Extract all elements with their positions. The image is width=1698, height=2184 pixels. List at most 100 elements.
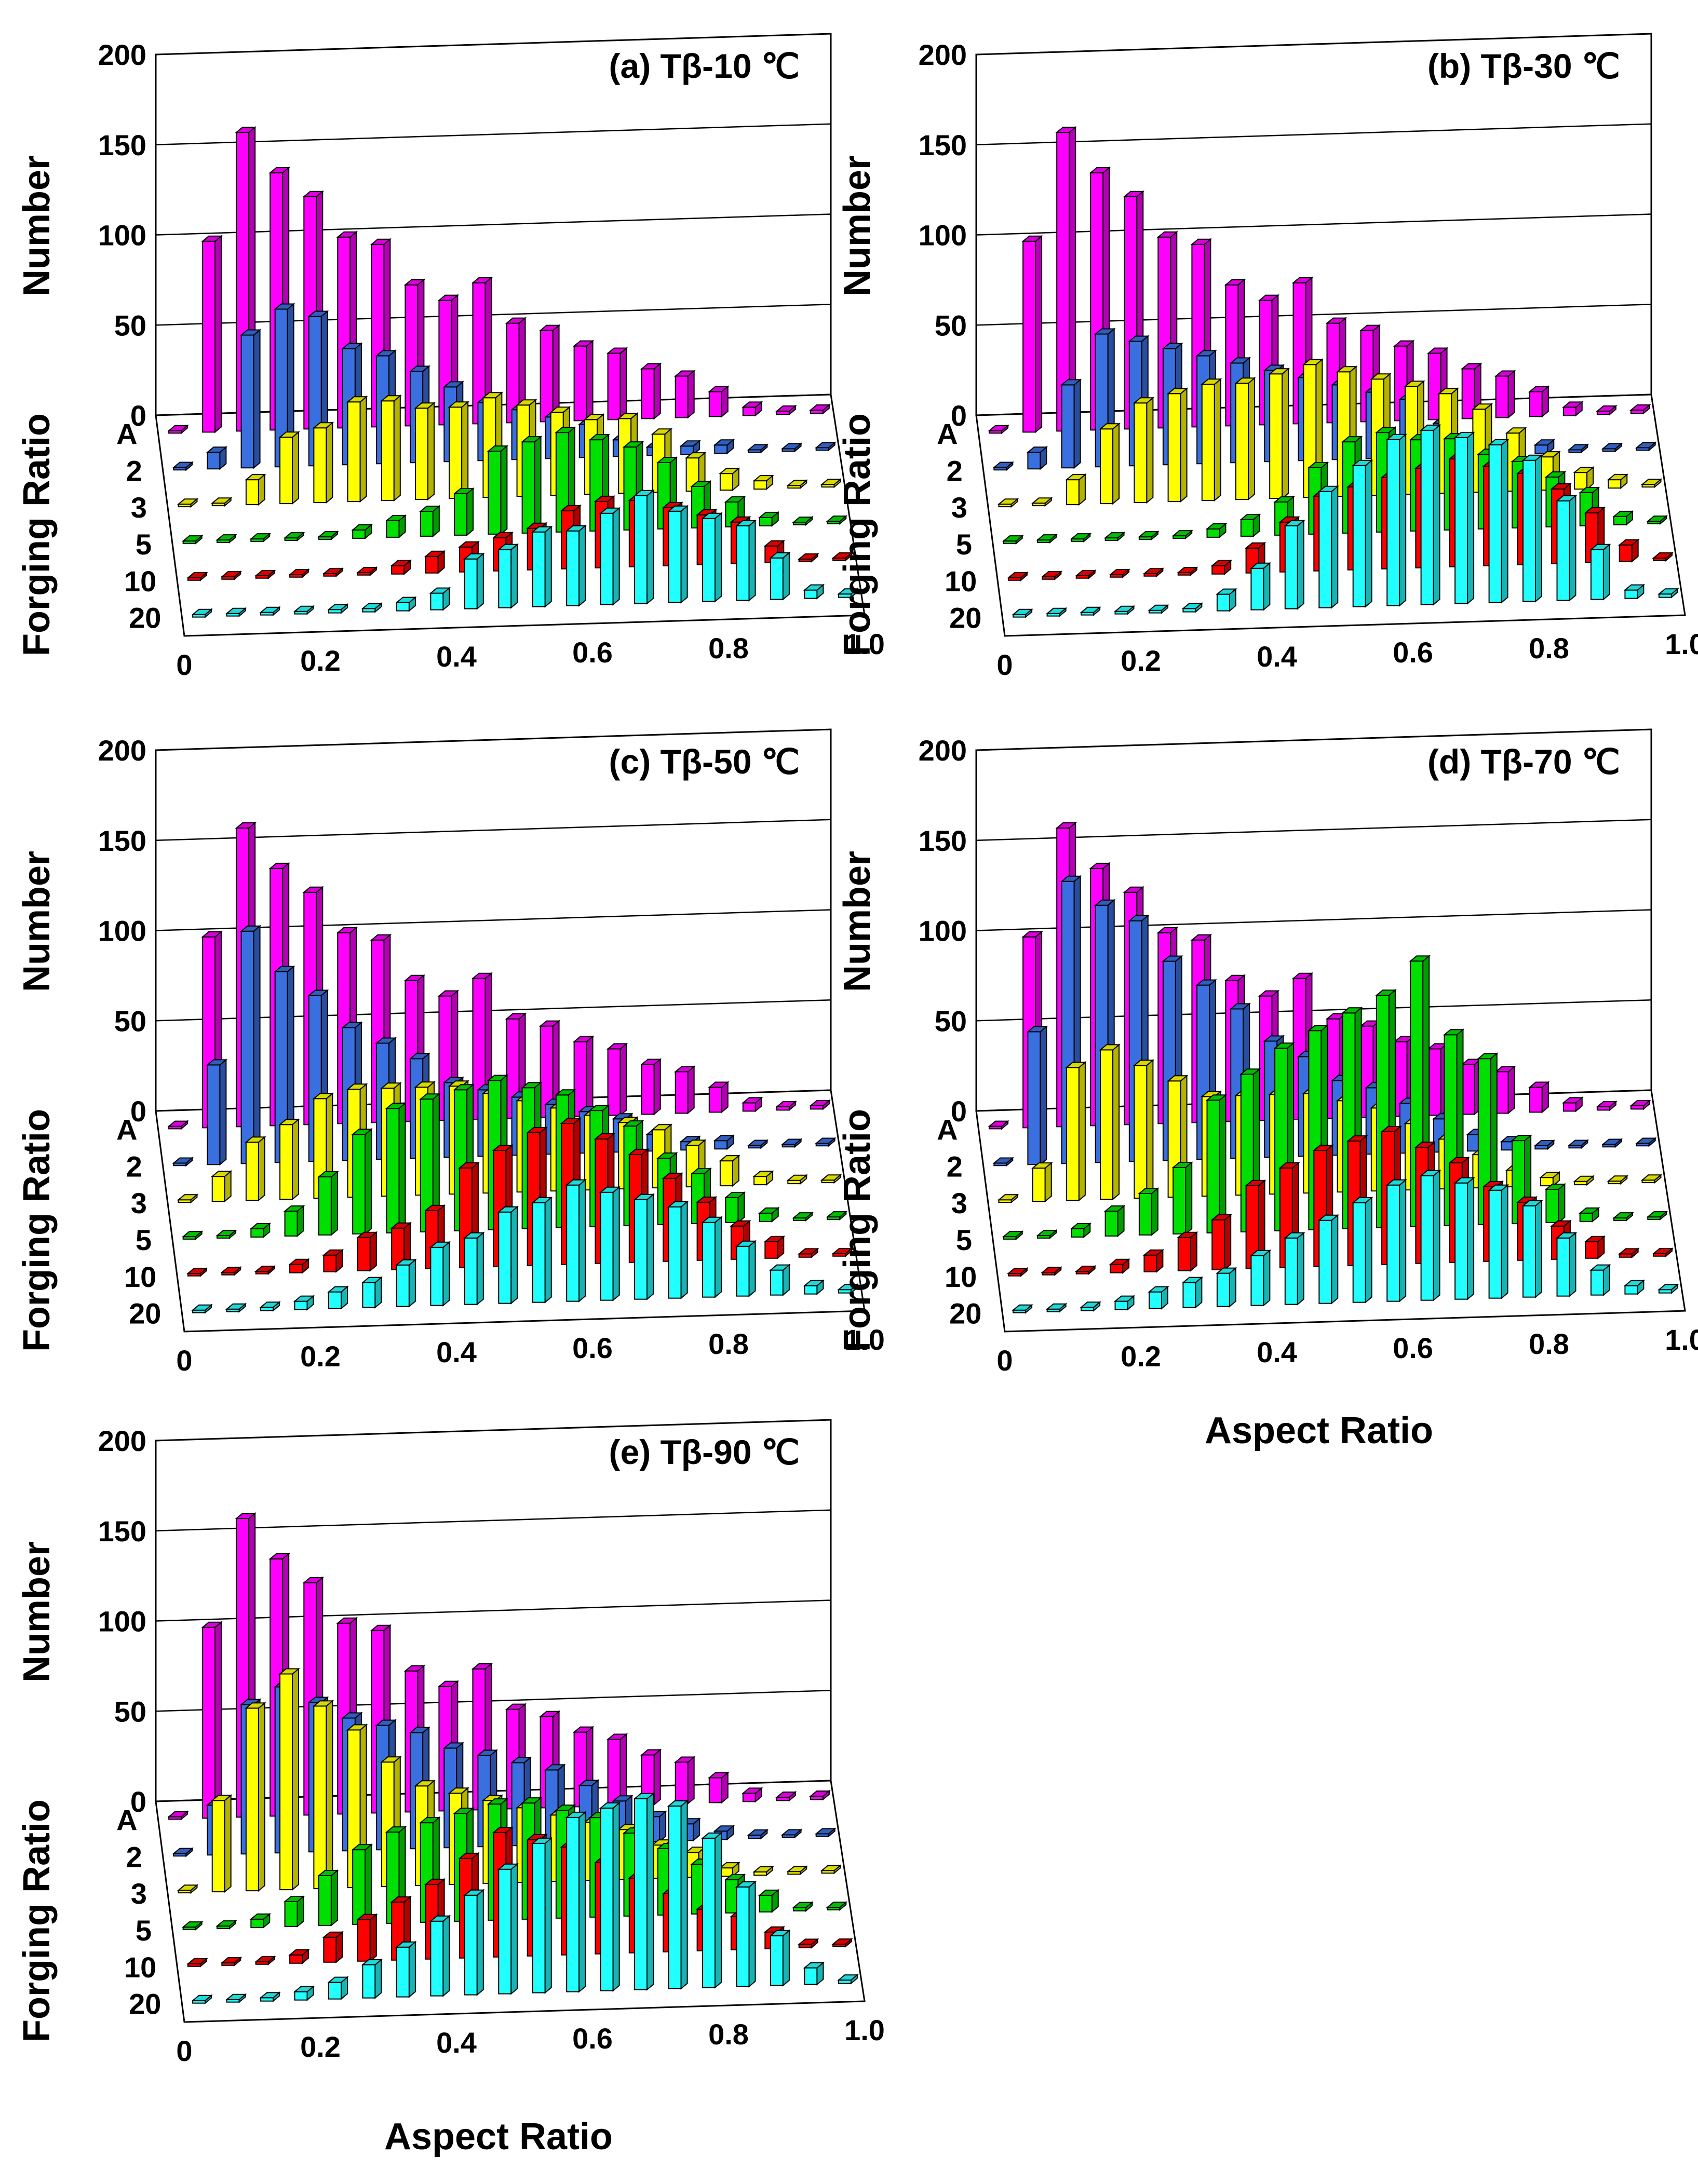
bar-top xyxy=(186,572,208,578)
bar-side xyxy=(1078,1061,1086,1202)
bar-side xyxy=(612,507,620,606)
bar-top xyxy=(769,1264,791,1271)
bar-side xyxy=(326,1700,333,1890)
bar xyxy=(831,1937,853,1948)
bar-top xyxy=(747,1140,769,1146)
bar xyxy=(1646,514,1668,525)
bar xyxy=(356,1231,378,1272)
bar-top xyxy=(538,1020,561,1027)
bar xyxy=(1133,397,1155,504)
bar-top xyxy=(544,1764,566,1771)
bar-top xyxy=(471,1663,493,1670)
bar-side xyxy=(466,487,474,537)
bar xyxy=(826,1901,848,1911)
bar-top xyxy=(395,596,417,603)
y-tick-label: 0 xyxy=(130,1785,146,1818)
gridline xyxy=(976,213,1652,236)
bars xyxy=(988,821,1679,1314)
bar xyxy=(254,1265,276,1275)
bar xyxy=(826,1210,848,1221)
bar-top xyxy=(492,1827,514,1833)
bar-front xyxy=(328,1291,342,1309)
bar-top xyxy=(492,1145,514,1151)
bar-top xyxy=(742,401,763,408)
bar xyxy=(245,1136,266,1202)
bar xyxy=(327,1976,349,2000)
bar-side xyxy=(476,1889,484,1996)
forging-ratio-label: 3 xyxy=(131,491,147,524)
bar xyxy=(1216,1267,1237,1308)
bar-side xyxy=(1399,433,1407,607)
bar xyxy=(312,1700,334,1890)
bar-top xyxy=(336,231,358,238)
bar xyxy=(1607,1175,1629,1185)
bar xyxy=(831,1247,853,1257)
bar xyxy=(177,498,199,508)
bar-top xyxy=(1249,562,1272,569)
bar-top xyxy=(1385,1179,1407,1186)
bar xyxy=(1036,533,1058,544)
bar xyxy=(831,551,853,562)
bar xyxy=(1601,442,1623,453)
bar xyxy=(210,1170,233,1203)
bar-side xyxy=(369,1231,377,1272)
bar-top xyxy=(549,406,571,413)
bar xyxy=(463,1231,485,1306)
bar-top xyxy=(763,1236,786,1242)
bar xyxy=(1317,1214,1340,1305)
bar-front xyxy=(1143,1254,1157,1272)
bar-top xyxy=(414,1081,436,1088)
x-tick-label: 0.2 xyxy=(300,2030,341,2063)
bar-top xyxy=(1380,1126,1402,1132)
bar xyxy=(1646,1210,1668,1221)
bar-top xyxy=(831,1938,853,1945)
bar xyxy=(283,531,305,542)
bar xyxy=(497,1205,519,1305)
gridline xyxy=(155,1599,831,1622)
z-axis-title: Forging Ratio xyxy=(16,1799,58,2042)
bar-side xyxy=(1602,543,1610,601)
bar xyxy=(1148,604,1169,614)
bar-top xyxy=(1646,1211,1668,1218)
bar-front xyxy=(430,1920,444,1997)
bar xyxy=(719,1861,740,1878)
forging-ratio-label: 20 xyxy=(129,1988,161,2020)
bar-top xyxy=(1239,1068,1261,1075)
bar-top xyxy=(1109,1258,1130,1265)
bar-top xyxy=(1123,191,1145,197)
gridline xyxy=(976,33,1652,56)
bar-side xyxy=(359,396,367,503)
bar-top xyxy=(752,1171,774,1177)
back-wall xyxy=(975,33,1652,416)
bar-front xyxy=(1027,452,1041,470)
bar xyxy=(249,532,272,543)
bar-front xyxy=(719,473,733,491)
y-axis-title: Number xyxy=(837,851,878,992)
bar xyxy=(497,1863,519,1995)
bar xyxy=(820,1864,842,1875)
bar-top xyxy=(1601,443,1623,450)
bar xyxy=(201,235,223,433)
forging-ratio-label: 3 xyxy=(951,491,967,524)
bar-top xyxy=(679,440,701,447)
bar-top xyxy=(708,386,730,392)
bar-front xyxy=(1420,429,1434,605)
bar-top xyxy=(742,1097,763,1104)
bar-top xyxy=(225,607,247,614)
bar-side xyxy=(369,1913,377,1962)
bar-side xyxy=(715,1216,722,1298)
bar-top xyxy=(803,584,825,591)
bar-top xyxy=(1205,1094,1228,1101)
bar xyxy=(752,1170,774,1186)
bar-top xyxy=(1618,539,1640,546)
bar-top xyxy=(1166,388,1189,395)
bar xyxy=(201,1621,223,1820)
gridline xyxy=(976,123,1652,145)
bar-top xyxy=(1074,1266,1097,1272)
bar-top xyxy=(293,605,315,612)
bar-top xyxy=(606,1043,628,1050)
x-tick-label: 0.8 xyxy=(708,1327,749,1360)
bar-top xyxy=(283,532,305,539)
bar xyxy=(673,1756,696,1805)
bar xyxy=(997,498,1019,508)
